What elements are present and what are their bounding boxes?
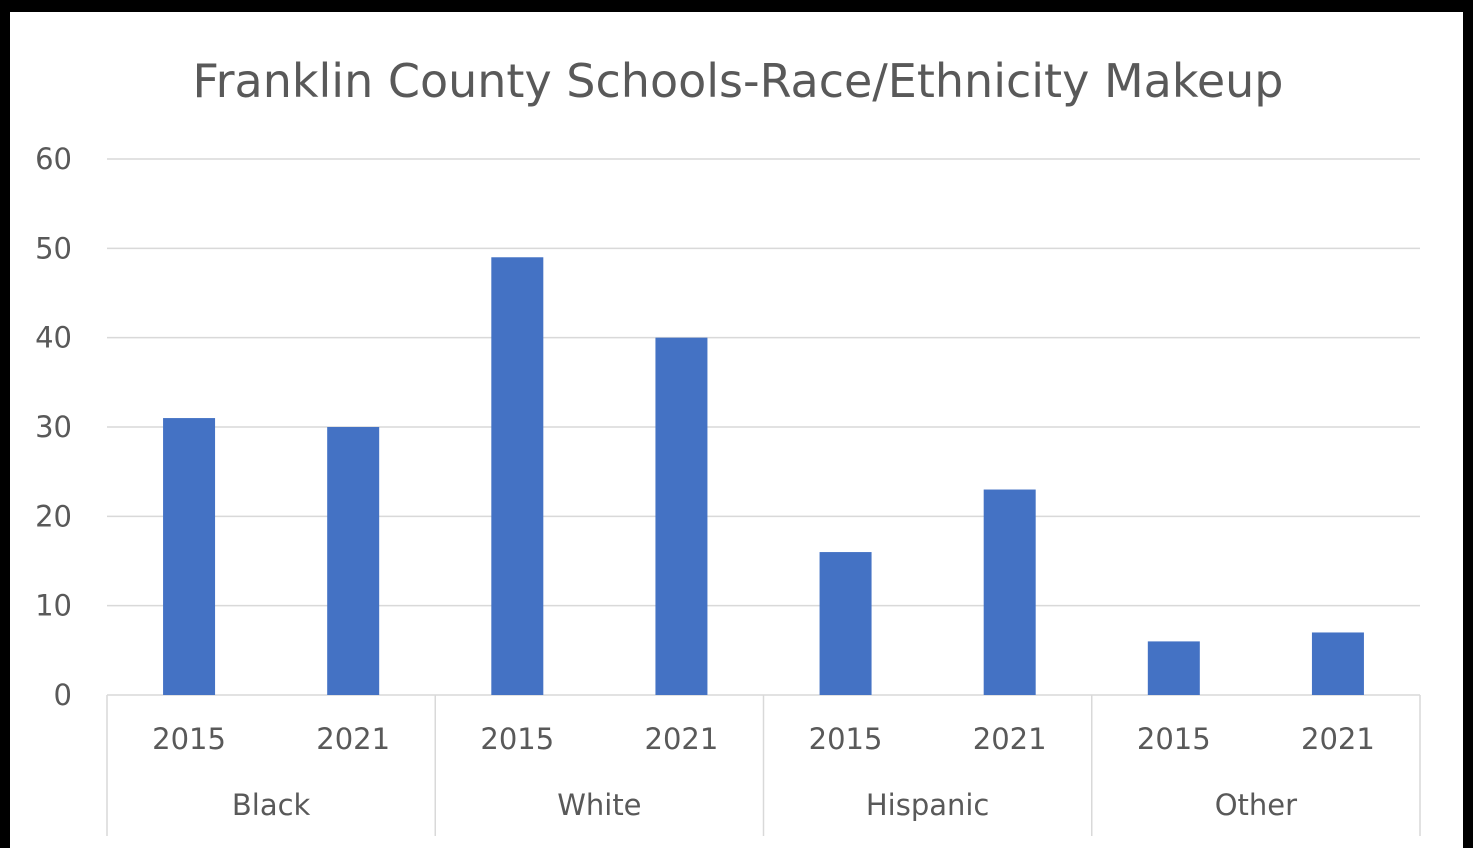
bar xyxy=(327,427,380,695)
bar xyxy=(163,418,216,695)
y-tick-label: 10 xyxy=(35,589,72,623)
x-category-label: 2021 xyxy=(1301,722,1375,756)
chart-frame: Franklin County Schools-Race/Ethnicity M… xyxy=(10,12,1463,848)
bars xyxy=(163,257,1364,695)
bar xyxy=(983,489,1036,695)
x-group-label: White xyxy=(557,788,641,822)
bar xyxy=(1311,632,1364,695)
chart-title: Franklin County Schools-Race/Ethnicity M… xyxy=(193,54,1284,108)
y-tick-label: 30 xyxy=(35,410,72,444)
y-tick-label: 50 xyxy=(35,231,72,265)
x-category-label: 2021 xyxy=(316,722,390,756)
x-group-label: Hispanic xyxy=(866,788,990,822)
y-tick-label: 40 xyxy=(35,321,72,355)
x-category-label: 2015 xyxy=(152,722,226,756)
x-category-label: 2015 xyxy=(480,722,554,756)
bar xyxy=(491,257,544,695)
bar xyxy=(655,337,708,695)
x-category-label: 2015 xyxy=(809,722,883,756)
x-group-label: Other xyxy=(1215,788,1297,822)
x-category-label: 2021 xyxy=(973,722,1047,756)
y-axis-tick-labels: 0 10 20 30 40 50 60 xyxy=(35,142,72,712)
y-tick-label: 0 xyxy=(54,678,72,712)
x-category-label: 2021 xyxy=(645,722,719,756)
bar xyxy=(819,552,872,695)
gridlines xyxy=(107,158,1420,696)
x-group-label: Black xyxy=(232,788,311,822)
y-tick-label: 60 xyxy=(35,142,72,176)
x-category-label: 2015 xyxy=(1137,722,1211,756)
bar xyxy=(1147,641,1200,695)
y-tick-label: 20 xyxy=(35,499,72,533)
bar-chart: Franklin County Schools-Race/Ethnicity M… xyxy=(35,54,1421,836)
